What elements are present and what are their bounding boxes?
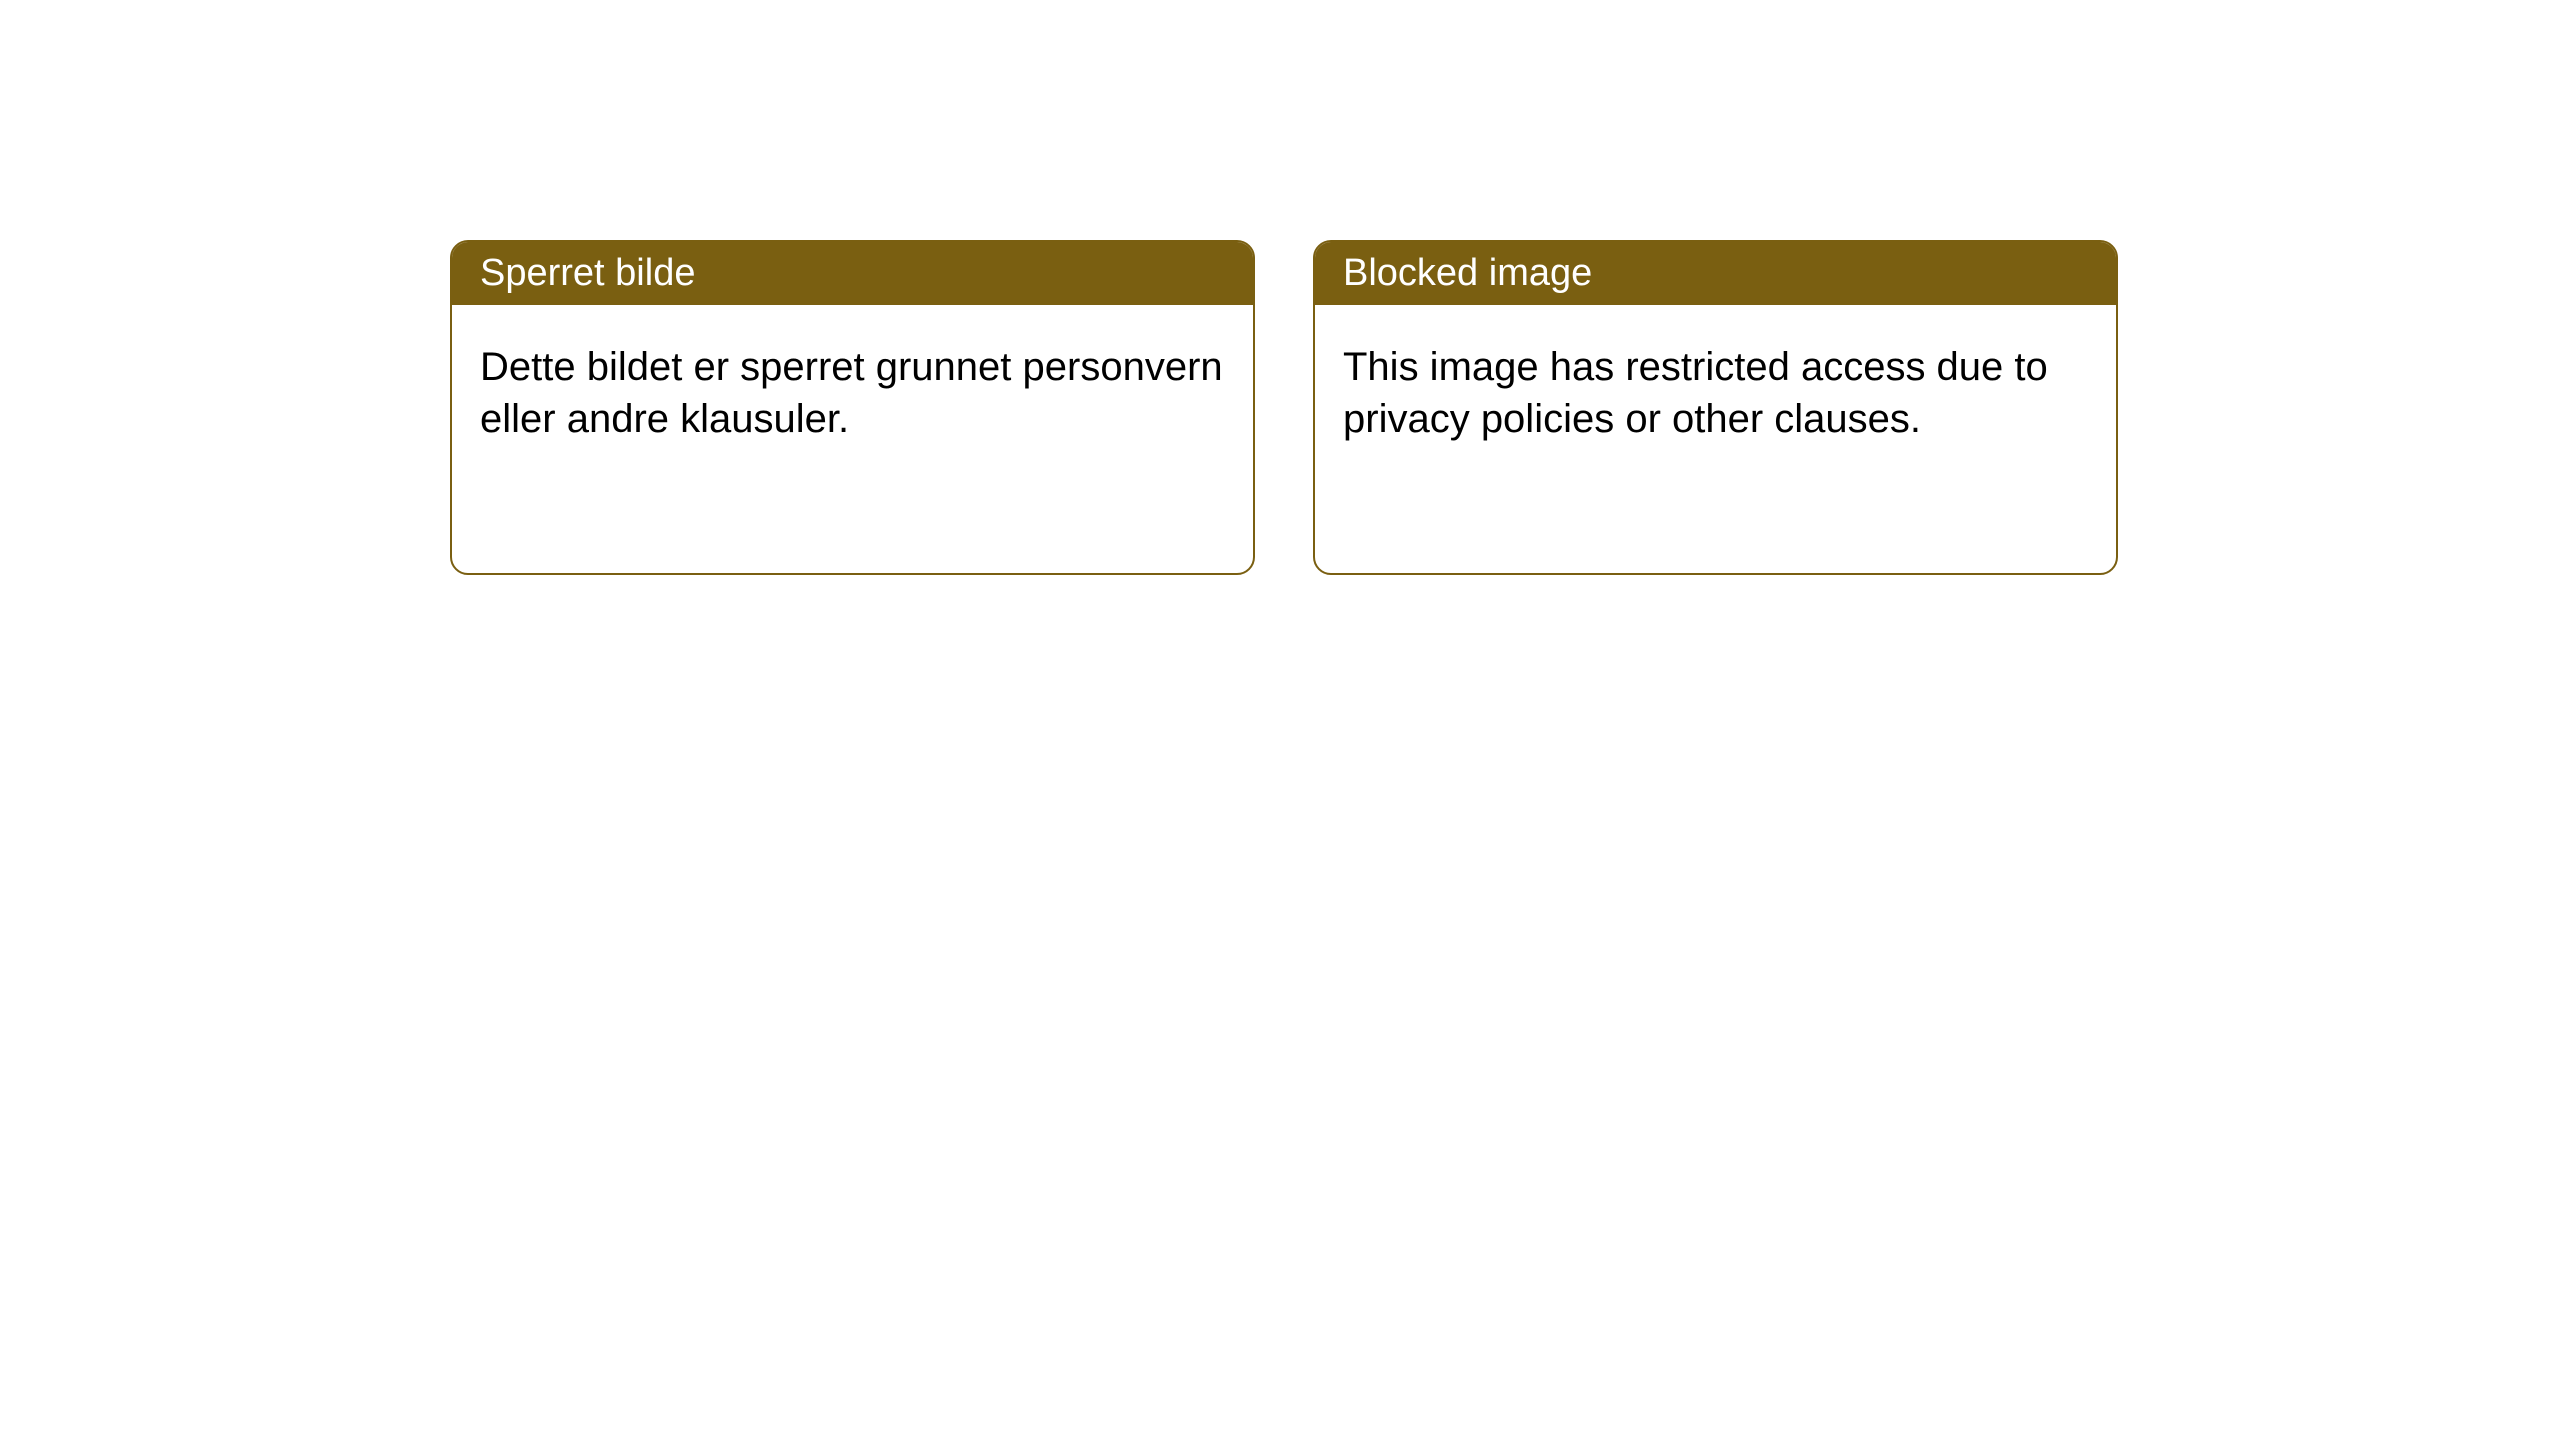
card-header: Sperret bilde: [452, 242, 1253, 305]
notice-card-norwegian: Sperret bilde Dette bildet er sperret gr…: [450, 240, 1255, 575]
notice-container: Sperret bilde Dette bildet er sperret gr…: [0, 0, 2560, 575]
card-body: Dette bildet er sperret grunnet personve…: [452, 305, 1253, 481]
notice-card-english: Blocked image This image has restricted …: [1313, 240, 2118, 575]
card-body: This image has restricted access due to …: [1315, 305, 2116, 481]
card-header: Blocked image: [1315, 242, 2116, 305]
